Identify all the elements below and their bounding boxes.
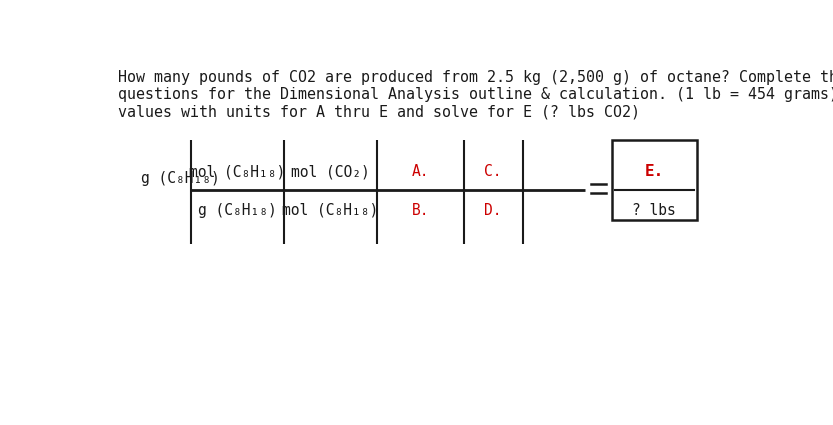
Text: How many pounds of CO2 are produced from 2.5 kg (2,500 g) of octane? Complete th: How many pounds of CO2 are produced from… (118, 70, 833, 85)
Text: mol (C₈H₁₈): mol (C₈H₁₈) (282, 203, 378, 218)
Text: C.: C. (485, 164, 502, 179)
Text: B.: B. (412, 203, 429, 218)
Text: A.: A. (412, 164, 429, 179)
Text: mol (CO₂): mol (CO₂) (291, 164, 370, 179)
Text: D.: D. (485, 203, 502, 218)
Text: questions for the Dimensional Analysis outline & calculation. (1 lb = 454 grams): questions for the Dimensional Analysis o… (118, 87, 833, 102)
Text: values with units for A thru E and solve for E (? lbs CO2): values with units for A thru E and solve… (118, 104, 640, 119)
Text: g (C₈H₁₈): g (C₈H₁₈) (142, 170, 220, 186)
Text: mol (C₈H₁₈): mol (C₈H₁₈) (189, 164, 286, 179)
Text: ? lbs: ? lbs (632, 203, 676, 218)
Bar (611, 139, 697, 221)
Text: E.: E. (645, 164, 664, 179)
Text: g (C₈H₁₈): g (C₈H₁₈) (198, 203, 277, 218)
